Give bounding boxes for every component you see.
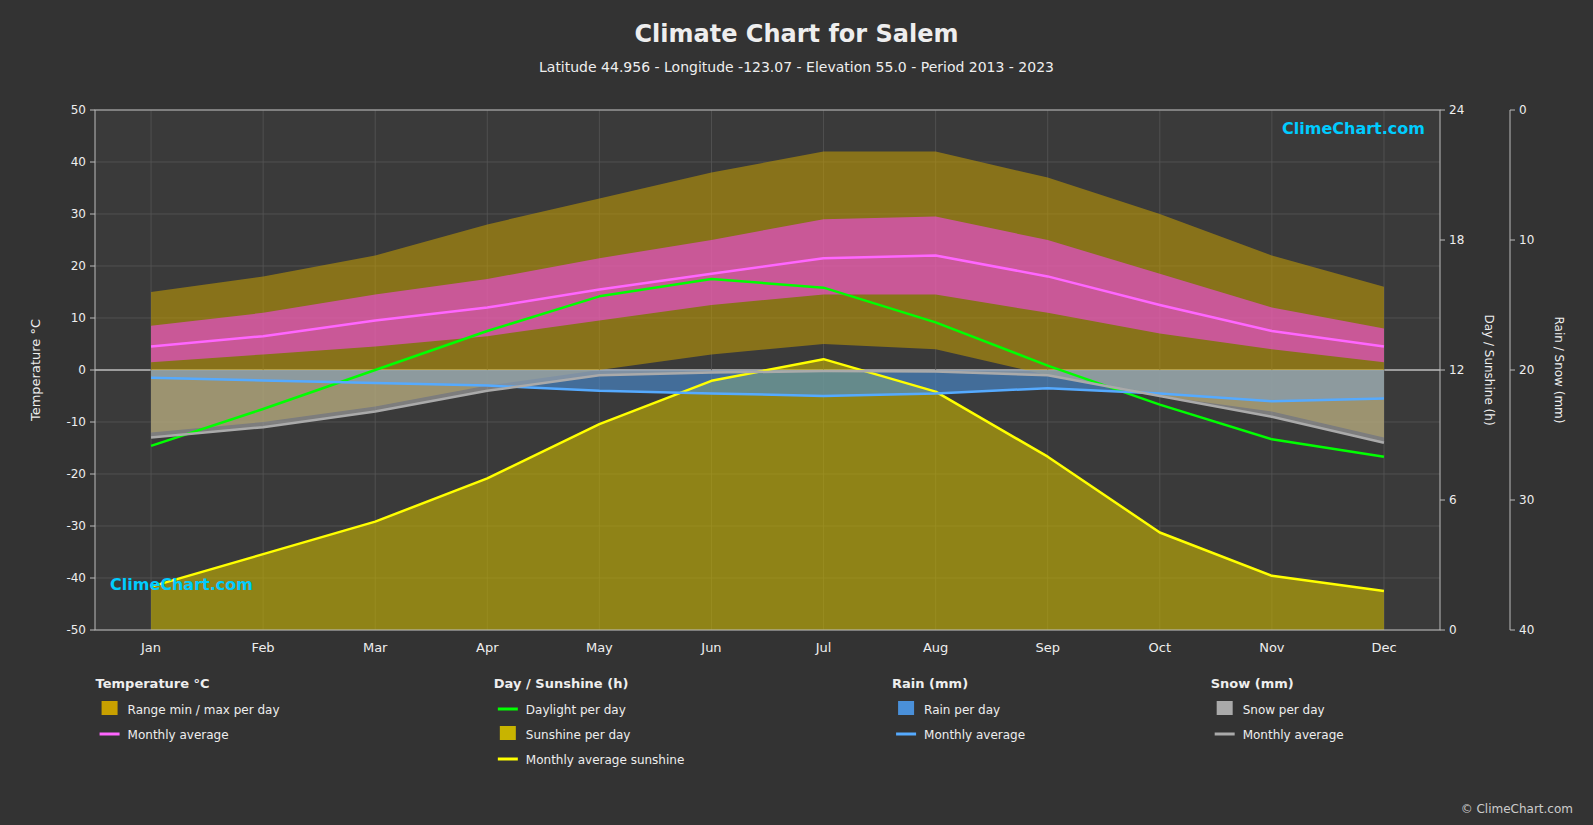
subtitle: Latitude 44.956 - Longitude -123.07 - El… bbox=[539, 59, 1054, 75]
legend-swatch bbox=[898, 701, 914, 715]
x-tick-label: Feb bbox=[252, 640, 275, 655]
legend-label: Monthly average bbox=[128, 728, 229, 742]
y-tick bbox=[90, 370, 95, 371]
legend-swatch bbox=[498, 758, 518, 761]
y-tick bbox=[90, 578, 95, 579]
y2-tick-label: 12 bbox=[1449, 363, 1464, 377]
legend-swatch bbox=[102, 701, 118, 715]
y2-tick bbox=[1440, 500, 1445, 501]
y-tick bbox=[90, 630, 95, 631]
line bbox=[151, 279, 1384, 457]
legend-label: Snow per day bbox=[1243, 703, 1325, 717]
plot-area bbox=[95, 110, 1440, 630]
legend-swatch bbox=[1215, 733, 1235, 736]
x-tick-label: Jul bbox=[815, 640, 832, 655]
y3-tick bbox=[1510, 110, 1515, 111]
annotation: ClimeChart.com bbox=[1282, 119, 1425, 138]
y-tick-label: 30 bbox=[71, 207, 86, 221]
area bbox=[151, 370, 1384, 443]
y-tick-label: -20 bbox=[66, 467, 86, 481]
y3-tick-label: 40 bbox=[1519, 623, 1534, 637]
x-tick-label: Aug bbox=[923, 640, 948, 655]
y3-tick-label: 10 bbox=[1519, 233, 1534, 247]
legend-swatch bbox=[1217, 701, 1233, 715]
legend-label: Monthly average sunshine bbox=[526, 753, 684, 767]
y-tick bbox=[90, 526, 95, 527]
legend-swatch bbox=[498, 708, 518, 711]
x-tick-label: Jan bbox=[140, 640, 161, 655]
y3-tick bbox=[1510, 630, 1515, 631]
line bbox=[151, 256, 1384, 347]
y-tick-label: -10 bbox=[66, 415, 86, 429]
legend-label: Monthly average bbox=[1243, 728, 1344, 742]
legend-swatch bbox=[100, 733, 120, 736]
y3-tick-label: 0 bbox=[1519, 103, 1527, 117]
x-tick-label: Nov bbox=[1259, 640, 1285, 655]
y2-tick bbox=[1440, 630, 1445, 631]
legend-label: Range min / max per day bbox=[128, 703, 280, 717]
area bbox=[151, 359, 1384, 630]
y-tick-label: 0 bbox=[78, 363, 86, 377]
watermark: © ClimeChart.com bbox=[1461, 802, 1573, 816]
y3-tick bbox=[1510, 500, 1515, 501]
frame bbox=[95, 110, 1440, 630]
x-tick-label: Oct bbox=[1149, 640, 1171, 655]
y2-tick-label: 24 bbox=[1449, 103, 1464, 117]
legend-group-title: Rain (mm) bbox=[892, 676, 968, 691]
legend-label: Sunshine per day bbox=[526, 728, 631, 742]
x-tick-label: Sep bbox=[1035, 640, 1060, 655]
y2-axis-label: Day / Sunshine (h) bbox=[1482, 314, 1496, 425]
x-tick-label: May bbox=[586, 640, 613, 655]
y2-tick-label: 18 bbox=[1449, 233, 1464, 247]
y2-tick bbox=[1440, 370, 1445, 371]
y-tick bbox=[90, 422, 95, 423]
background bbox=[0, 0, 1593, 825]
y-tick-label: -30 bbox=[66, 519, 86, 533]
y-tick bbox=[90, 474, 95, 475]
range-band bbox=[151, 217, 1384, 363]
legend-swatch bbox=[896, 733, 916, 736]
line bbox=[151, 378, 1384, 401]
y-tick-label: 40 bbox=[71, 155, 86, 169]
y-tick bbox=[90, 162, 95, 163]
y-tick-label: 50 bbox=[71, 103, 86, 117]
y-tick-label: 20 bbox=[71, 259, 86, 273]
y-tick-label: -50 bbox=[66, 623, 86, 637]
y-tick bbox=[90, 318, 95, 319]
annotation: ClimeChart.com bbox=[110, 575, 253, 594]
x-tick-label: Mar bbox=[363, 640, 388, 655]
title: Climate Chart for Salem bbox=[634, 20, 958, 48]
y2-tick-label: 0 bbox=[1449, 623, 1457, 637]
legend: Temperature °C Range min / max per day Mon… bbox=[96, 676, 1344, 767]
plot bbox=[151, 152, 1384, 630]
chart: Jan Feb Mar Apr May Jun Jul Aug Sep Oct Nov Dec -50 -… bbox=[0, 0, 1593, 825]
legend-group-title: Day / Sunshine (h) bbox=[494, 676, 628, 691]
legend-swatch bbox=[500, 726, 516, 740]
x-tick-label: Dec bbox=[1371, 640, 1396, 655]
y2-tick-label: 6 bbox=[1449, 493, 1457, 507]
y3-tick-label: 30 bbox=[1519, 493, 1534, 507]
legend-label: Monthly average bbox=[924, 728, 1025, 742]
y3-axis-label: Rain / Snow (mm) bbox=[1552, 317, 1566, 424]
legend-label: Daylight per day bbox=[526, 703, 626, 717]
grid bbox=[95, 110, 1440, 630]
y3-tick bbox=[1510, 240, 1515, 241]
y-tick bbox=[90, 110, 95, 111]
line bbox=[151, 371, 1384, 443]
line bbox=[151, 359, 1384, 591]
y-tick-label: -40 bbox=[66, 571, 86, 585]
y2-tick bbox=[1440, 240, 1445, 241]
x-tick-label: Jun bbox=[700, 640, 721, 655]
legend-label: Rain per day bbox=[924, 703, 1000, 717]
y-tick bbox=[90, 266, 95, 267]
y2-tick bbox=[1440, 110, 1445, 111]
y3-tick bbox=[1510, 370, 1515, 371]
legend-group-title: Temperature °C bbox=[96, 676, 210, 691]
y-tick bbox=[90, 214, 95, 215]
y-tick-label: 10 bbox=[71, 311, 86, 325]
y3-tick-label: 20 bbox=[1519, 363, 1534, 377]
legend-group-title: Snow (mm) bbox=[1211, 676, 1294, 691]
y-axis-label: Temperature °C bbox=[28, 319, 43, 422]
x-tick-label: Apr bbox=[476, 640, 499, 655]
